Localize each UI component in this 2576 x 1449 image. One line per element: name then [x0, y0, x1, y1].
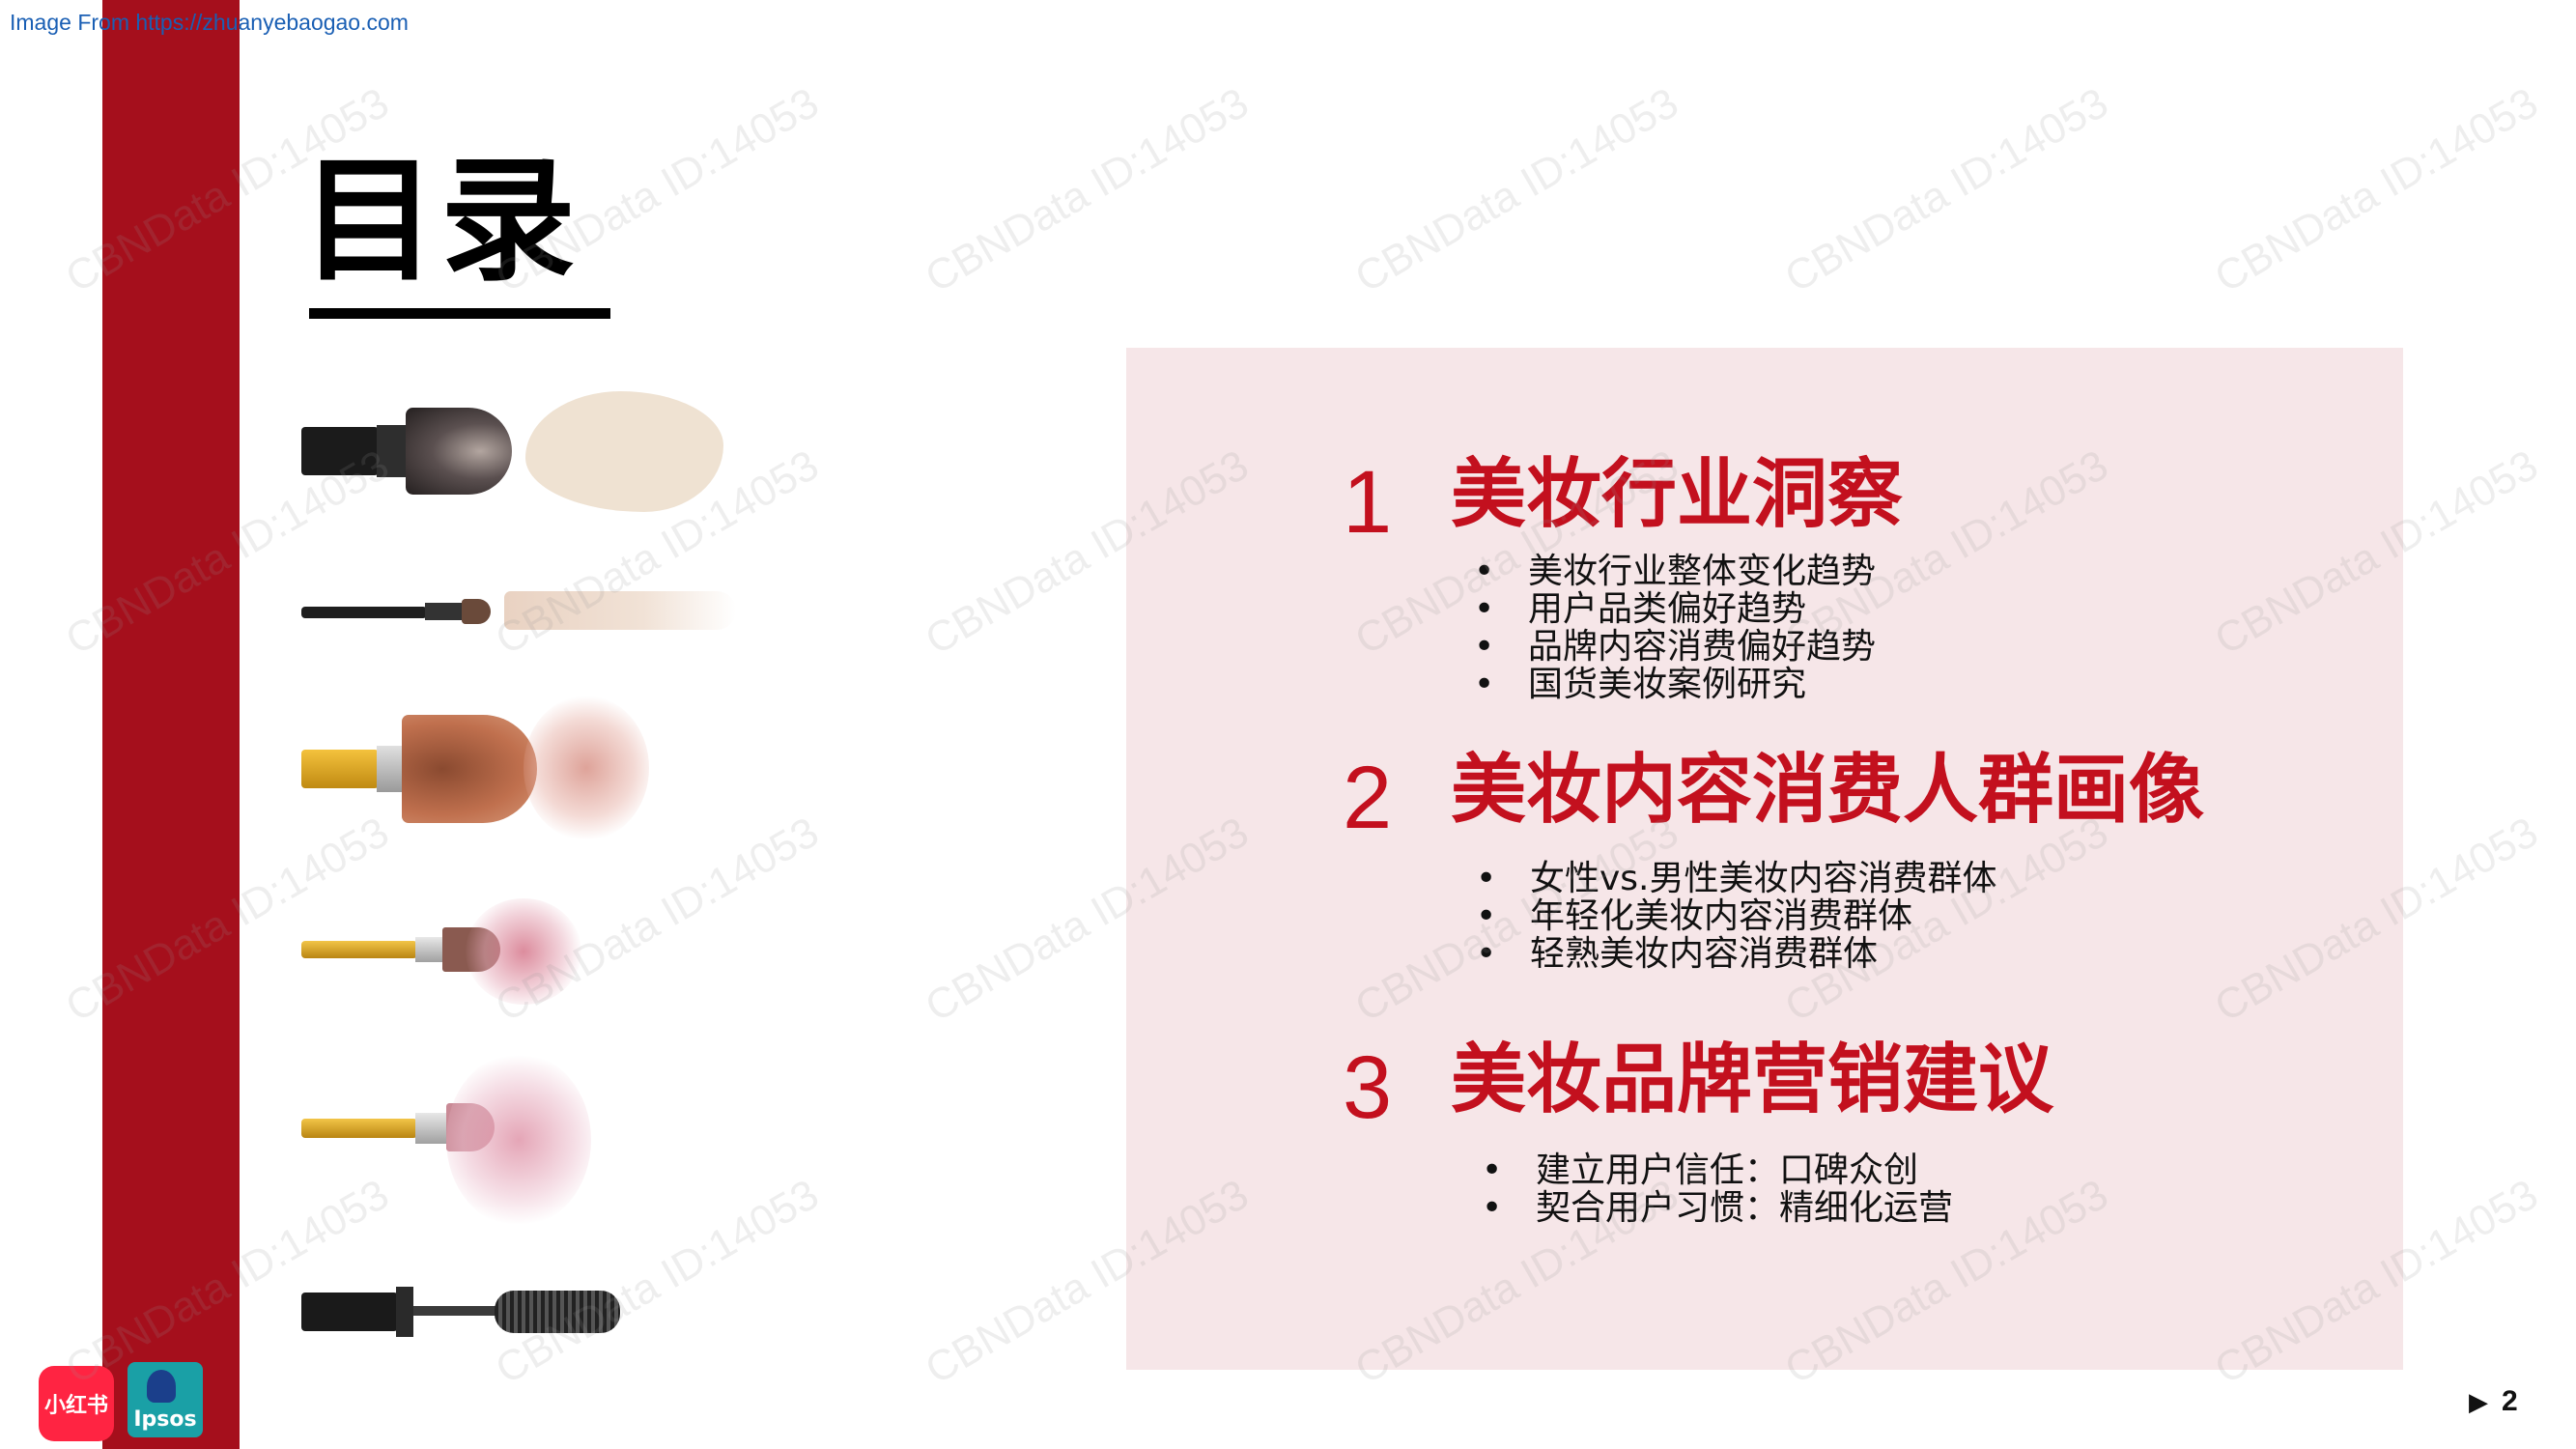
page-title: 目录 [301, 143, 580, 300]
section-title: 美妆内容消费人群画像 [1451, 747, 2205, 834]
section-number: 3 [1343, 1038, 1393, 1137]
section-title: 美妆品牌营销建议 [1451, 1037, 2054, 1123]
concealer-brush-image [301, 580, 755, 647]
ipsos-logo: Ipsos [127, 1362, 203, 1437]
list-item: 契合用户习惯：精细化运营 [1482, 1189, 1953, 1227]
red-side-band [102, 0, 240, 1449]
section-items: 女性vs.男性美妆内容消费群体 年轻化美妆内容消费群体 轻熟美妆内容消费群体 [1476, 860, 1997, 973]
page-number-indicator: ▶ 2 [2469, 1385, 2518, 1418]
list-item: 轻熟美妆内容消费群体 [1476, 935, 1997, 973]
powder-brush-image [301, 686, 755, 850]
list-item: 国货美妆案例研究 [1474, 666, 1876, 703]
eyeshadow-brush-image [301, 898, 755, 1005]
section-number: 1 [1343, 453, 1393, 552]
play-arrow-icon: ▶ [2469, 1387, 2488, 1416]
list-item: 女性vs.男性美妆内容消费群体 [1476, 860, 1997, 897]
xiaohongshu-logo: 小红书 [39, 1366, 114, 1441]
source-link[interactable]: Image From https://zhuanyebaogao.com [10, 10, 409, 35]
foundation-brush-image [301, 386, 746, 522]
list-item: 年轻化美妆内容消费群体 [1476, 897, 1997, 935]
section-number: 2 [1343, 749, 1393, 847]
list-item: 品牌内容消费偏好趋势 [1474, 628, 1876, 666]
list-item: 美妆行业整体变化趋势 [1474, 553, 1876, 590]
section-items: 建立用户信任：口碑众创 契合用户习惯：精细化运营 [1482, 1151, 1953, 1227]
section-title: 美妆行业洞察 [1451, 451, 1904, 538]
list-item: 建立用户信任：口碑众创 [1482, 1151, 1953, 1189]
title-underline [309, 308, 610, 319]
watermark: CBNData ID:14053 [1777, 78, 2116, 302]
blush-brush-image [301, 1053, 755, 1227]
mascara-wand-image [301, 1273, 688, 1350]
list-item: 用户品类偏好趋势 [1474, 590, 1876, 628]
watermark: CBNData ID:14053 [2207, 78, 2546, 302]
page-number: 2 [2502, 1385, 2518, 1417]
watermark: CBNData ID:14053 [918, 78, 1257, 302]
section-items: 美妆行业整体变化趋势 用户品类偏好趋势 品牌内容消费偏好趋势 国货美妆案例研究 [1474, 553, 1876, 703]
ipsos-logo-text: Ipsos [133, 1407, 197, 1432]
watermark: CBNData ID:14053 [1347, 78, 1686, 302]
